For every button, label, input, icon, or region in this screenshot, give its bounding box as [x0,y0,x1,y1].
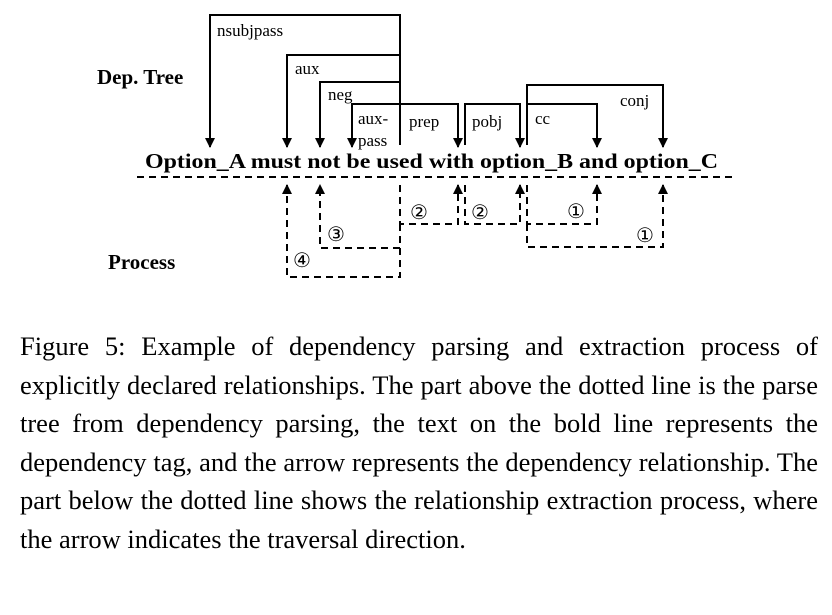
pobj-step-marker: ② [471,200,489,224]
pobj-traversal-path [464,184,525,225]
aux-traversal-path [282,184,401,278]
prep-traversal-path [399,184,463,225]
dependency-figure: Dep. Tree Process nsubjpass aux neg aux-… [97,14,733,278]
prep-step-marker: ② [410,200,428,224]
cc-tag: cc [535,109,551,128]
process-label: Process [108,250,175,274]
dep-tree-label: Dep. Tree [97,65,183,89]
aux-tag: aux [295,59,320,78]
conj-arc [526,84,668,148]
auxpass-tag-line2: pass [358,131,387,150]
pobj-tag: pobj [472,112,502,131]
neg-step-marker: ③ [327,222,345,246]
figure-caption: Figure 5: Example of dependency parsing … [20,331,818,554]
aux-step-marker: ④ [293,248,311,272]
conj-step-marker: ① [636,223,654,247]
cc-traversal-path [526,184,602,225]
cc-step-marker: ① [567,199,585,223]
neg-traversal-path [315,184,401,249]
prep-tag: prep [409,112,439,131]
conj-tag: conj [620,91,649,110]
sentence: Option_A must not be used with option_B … [145,149,718,173]
neg-tag: neg [328,85,353,104]
prep-arc [399,103,463,148]
nsubjpass-tag: nsubjpass [217,21,283,40]
conj-traversal-path [526,184,668,248]
auxpass-tag-line1: aux- [358,109,389,128]
pobj-arc [464,103,525,148]
